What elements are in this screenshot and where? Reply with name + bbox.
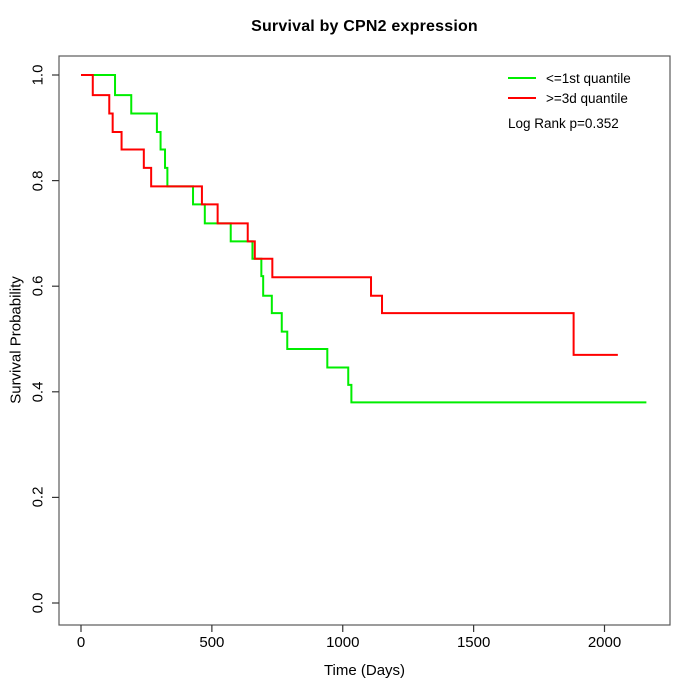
red-line-swatch	[508, 97, 536, 99]
legend-item-high: >=3d quantile	[508, 88, 631, 108]
green-line-swatch	[508, 77, 536, 79]
km-curve-high-expression	[81, 74, 618, 356]
y-tick-label: 0.4	[29, 381, 47, 403]
legend-label-high: >=3d quantile	[546, 90, 628, 106]
y-axis-label: Survival Probability	[7, 276, 25, 404]
log-rank-note: Log Rank p=0.352	[508, 116, 619, 131]
legend-item-low: <=1st quantile	[508, 68, 631, 88]
x-tick-label: 1000	[326, 634, 360, 651]
x-tick-label: 1500	[456, 634, 491, 651]
km-curve-low-expression	[81, 74, 647, 404]
chart-legend: <=1st quantile >=3d quantile Log Rank p=…	[508, 68, 631, 131]
x-tick-label: 2000	[587, 634, 622, 651]
y-tick-label: 0.8	[29, 170, 47, 192]
legend-label-low: <=1st quantile	[546, 70, 631, 86]
x-tick-label: 0	[76, 634, 86, 651]
x-tick-label: 500	[199, 634, 225, 651]
plot-border	[58, 55, 671, 626]
y-tick-label: 0.6	[29, 275, 47, 297]
y-tick-label: 0.2	[29, 486, 47, 508]
y-tick-label: 0.0	[29, 592, 47, 614]
chart-title: Survival by CPN2 expression	[251, 18, 478, 35]
y-tick-label: 1.0	[29, 64, 47, 86]
x-axis-label: Time (Days)	[323, 662, 406, 679]
